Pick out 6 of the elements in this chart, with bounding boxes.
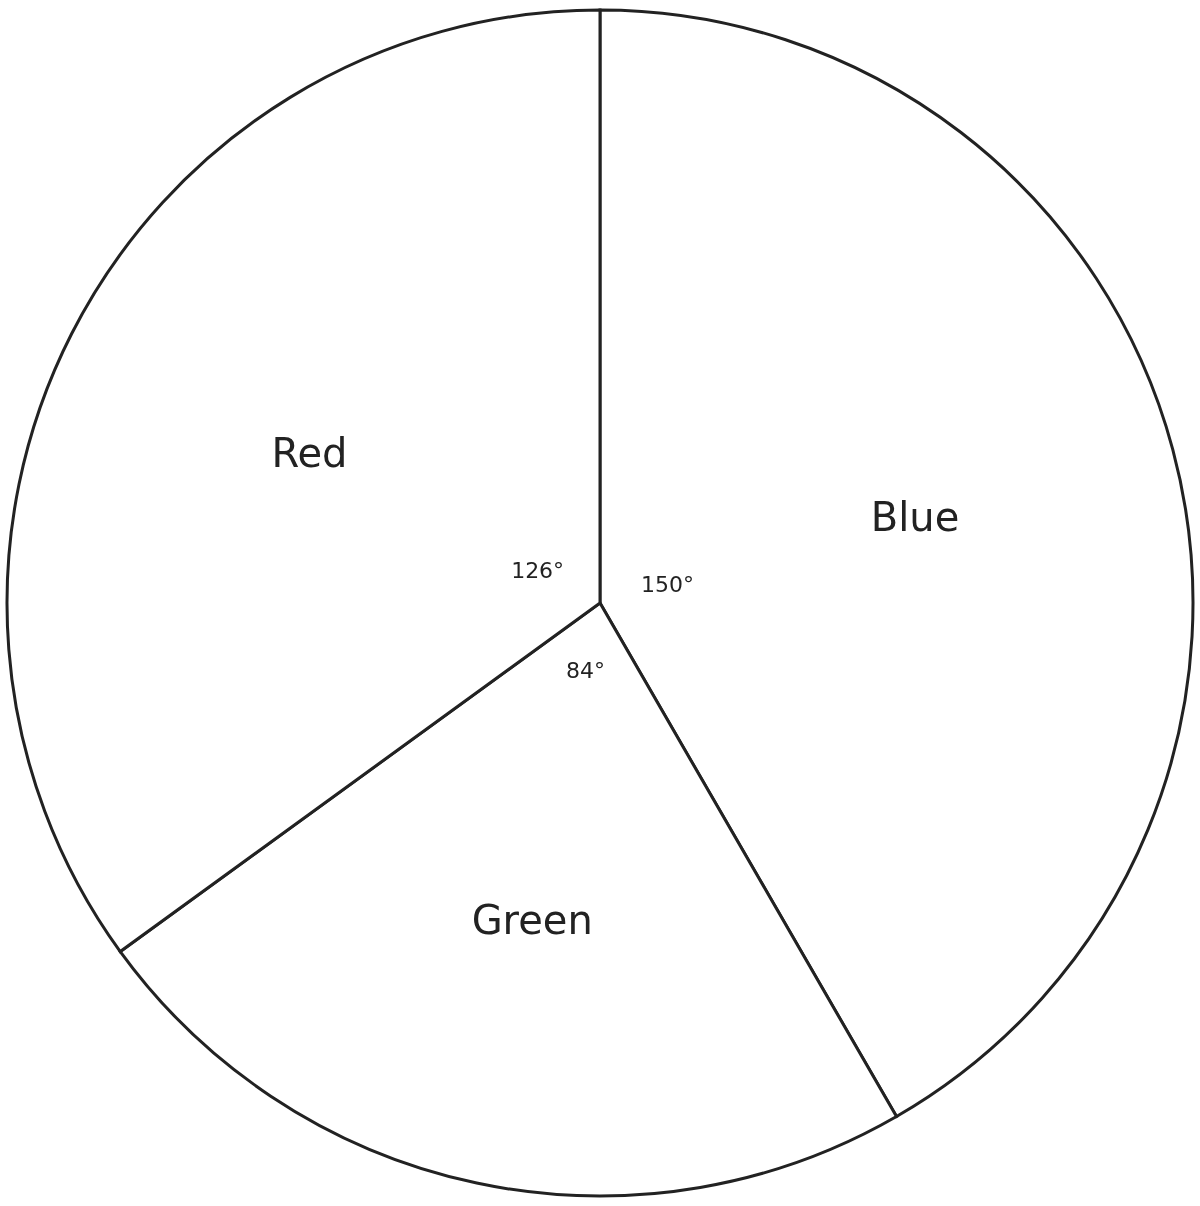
slice-label: Blue — [870, 493, 960, 540]
data-label: 84° — [565, 658, 605, 684]
data-label: 150° — [641, 571, 695, 597]
data-label: 126° — [511, 558, 565, 584]
slice-label: Red — [271, 429, 348, 476]
slice-label: Green — [471, 897, 593, 944]
